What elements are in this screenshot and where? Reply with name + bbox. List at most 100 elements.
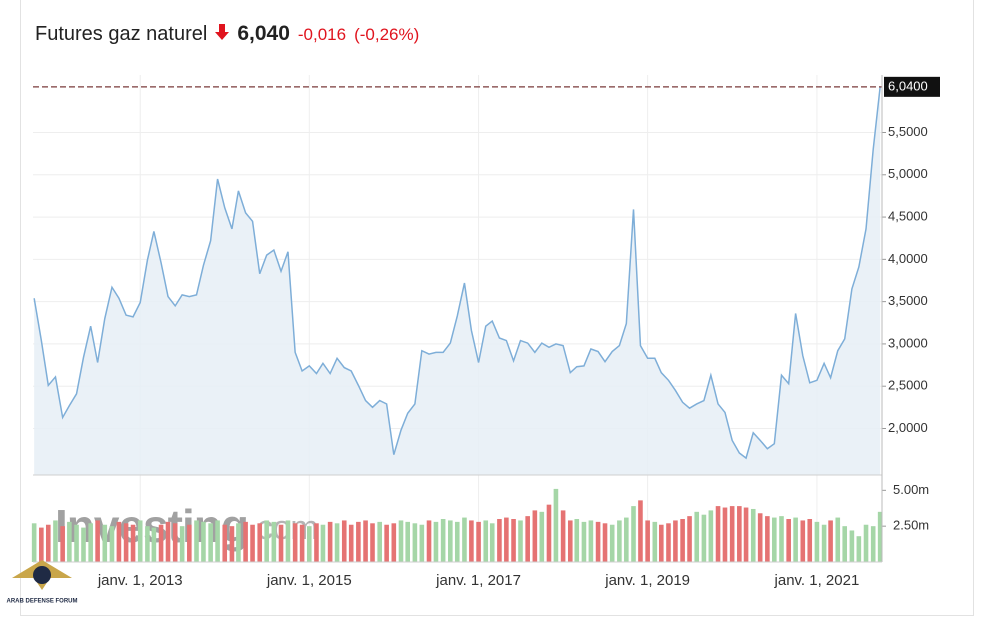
volume-bar (320, 524, 326, 562)
volume-bar (595, 521, 601, 562)
volume-bar (53, 520, 58, 562)
volume-bar (793, 517, 798, 562)
volume-bar (327, 521, 333, 562)
volume-bar (215, 520, 220, 562)
volume-bar (208, 523, 213, 562)
volume-bar (504, 517, 509, 562)
volume-bar (483, 520, 489, 562)
volume-bar (567, 520, 573, 562)
volume-tick-label: 5.00m (893, 482, 929, 497)
volume-bar (391, 523, 397, 562)
volume-bar (158, 524, 164, 562)
volume-bar (412, 523, 418, 562)
volume-bar (31, 523, 37, 562)
volume-bar (165, 521, 171, 562)
volume-bar (645, 520, 650, 562)
volume-bar (722, 507, 728, 562)
y-tick-label: 5,5000 (888, 124, 928, 139)
volume-bar (257, 523, 263, 562)
logo-text: ARAB DEFENSE FORUM (6, 599, 77, 605)
y-tick-label: 2,0000 (888, 420, 928, 435)
x-tick-label: janv. 1, 2015 (266, 572, 352, 589)
volume-bar (476, 521, 481, 562)
volume-bar (546, 504, 552, 562)
down-arrow (215, 24, 230, 40)
volume-bar (67, 521, 72, 562)
volume-bar (715, 506, 721, 562)
watermark: Investing.com (55, 500, 318, 552)
change: -0,016 (297, 25, 347, 44)
volume-bar (737, 506, 742, 562)
volume-bar (278, 524, 284, 562)
card (20, 0, 974, 616)
y-tick-label: 4,0000 (888, 251, 928, 266)
volume-bar (419, 524, 425, 562)
volume-bar (370, 523, 375, 562)
volume-bar (299, 524, 305, 562)
y-tick-label: 3,0000 (888, 335, 928, 350)
volume-bar (772, 517, 777, 562)
price-line (33, 86, 881, 460)
volume-bar (201, 521, 206, 562)
volume-bar (666, 523, 671, 562)
volume-bar (116, 521, 122, 562)
volume-bar (574, 519, 580, 562)
volume-bar (489, 523, 495, 562)
volume-bar (532, 510, 538, 562)
x-tick-label: janv. 1, 2021 (774, 572, 860, 589)
volume-bar (95, 520, 100, 562)
volume-bar (588, 520, 594, 562)
volume-bar (518, 520, 523, 562)
volume-bar (292, 523, 298, 562)
y-tick-label: 5,0000 (888, 166, 928, 181)
volume-bar (377, 521, 382, 562)
volume-bar (145, 526, 150, 562)
volume-bar (511, 519, 516, 562)
volume-bar (151, 527, 157, 562)
volume-bar (849, 530, 855, 562)
volume-bar (807, 519, 813, 562)
volume-bar (137, 520, 143, 562)
volume-bar (306, 526, 312, 562)
header: Futures gaz naturel 6,040 -0,016 (-0,26%… (35, 22, 419, 46)
volume-bar (130, 524, 136, 562)
volume-bar (638, 500, 643, 562)
volume-bar (222, 524, 228, 562)
volume-bar (708, 510, 714, 562)
volume-bar (60, 526, 65, 562)
volume-bar (786, 519, 791, 562)
volume-bar (469, 520, 474, 562)
volume-bar (729, 506, 735, 562)
last-price-tag (884, 76, 940, 97)
volume-bar (842, 526, 848, 562)
volume-bar (779, 516, 784, 562)
volume-bar (821, 524, 827, 562)
volume-bar (426, 520, 432, 562)
x-tick-label: janv. 1, 2019 (604, 572, 690, 589)
volume-bar (631, 506, 636, 562)
volume-bar (448, 520, 453, 562)
volume-bar (765, 516, 770, 562)
volume-tick-label: 2.50m (893, 518, 929, 533)
volume-bar (356, 521, 361, 562)
volume-bar (462, 517, 467, 562)
y-tick-label: 4,5000 (888, 209, 928, 224)
volume-bar (750, 508, 756, 562)
volume-bar (39, 527, 44, 562)
volume-bar (609, 524, 615, 562)
volume-bar (680, 519, 685, 562)
volume-bar (539, 511, 545, 562)
volume-bar (45, 524, 51, 562)
volume-bar (179, 526, 185, 562)
last-price: 6,040 (237, 22, 290, 45)
volume-bar (863, 524, 869, 562)
volume-bar (602, 523, 608, 562)
change-percent: (-0,26%) (354, 25, 420, 44)
volume-bar (617, 520, 622, 562)
volume-bar (123, 523, 129, 562)
volume-bar (334, 523, 340, 562)
volume-bar (694, 511, 700, 562)
volume-bar (341, 520, 347, 562)
volume-bar (264, 520, 269, 562)
